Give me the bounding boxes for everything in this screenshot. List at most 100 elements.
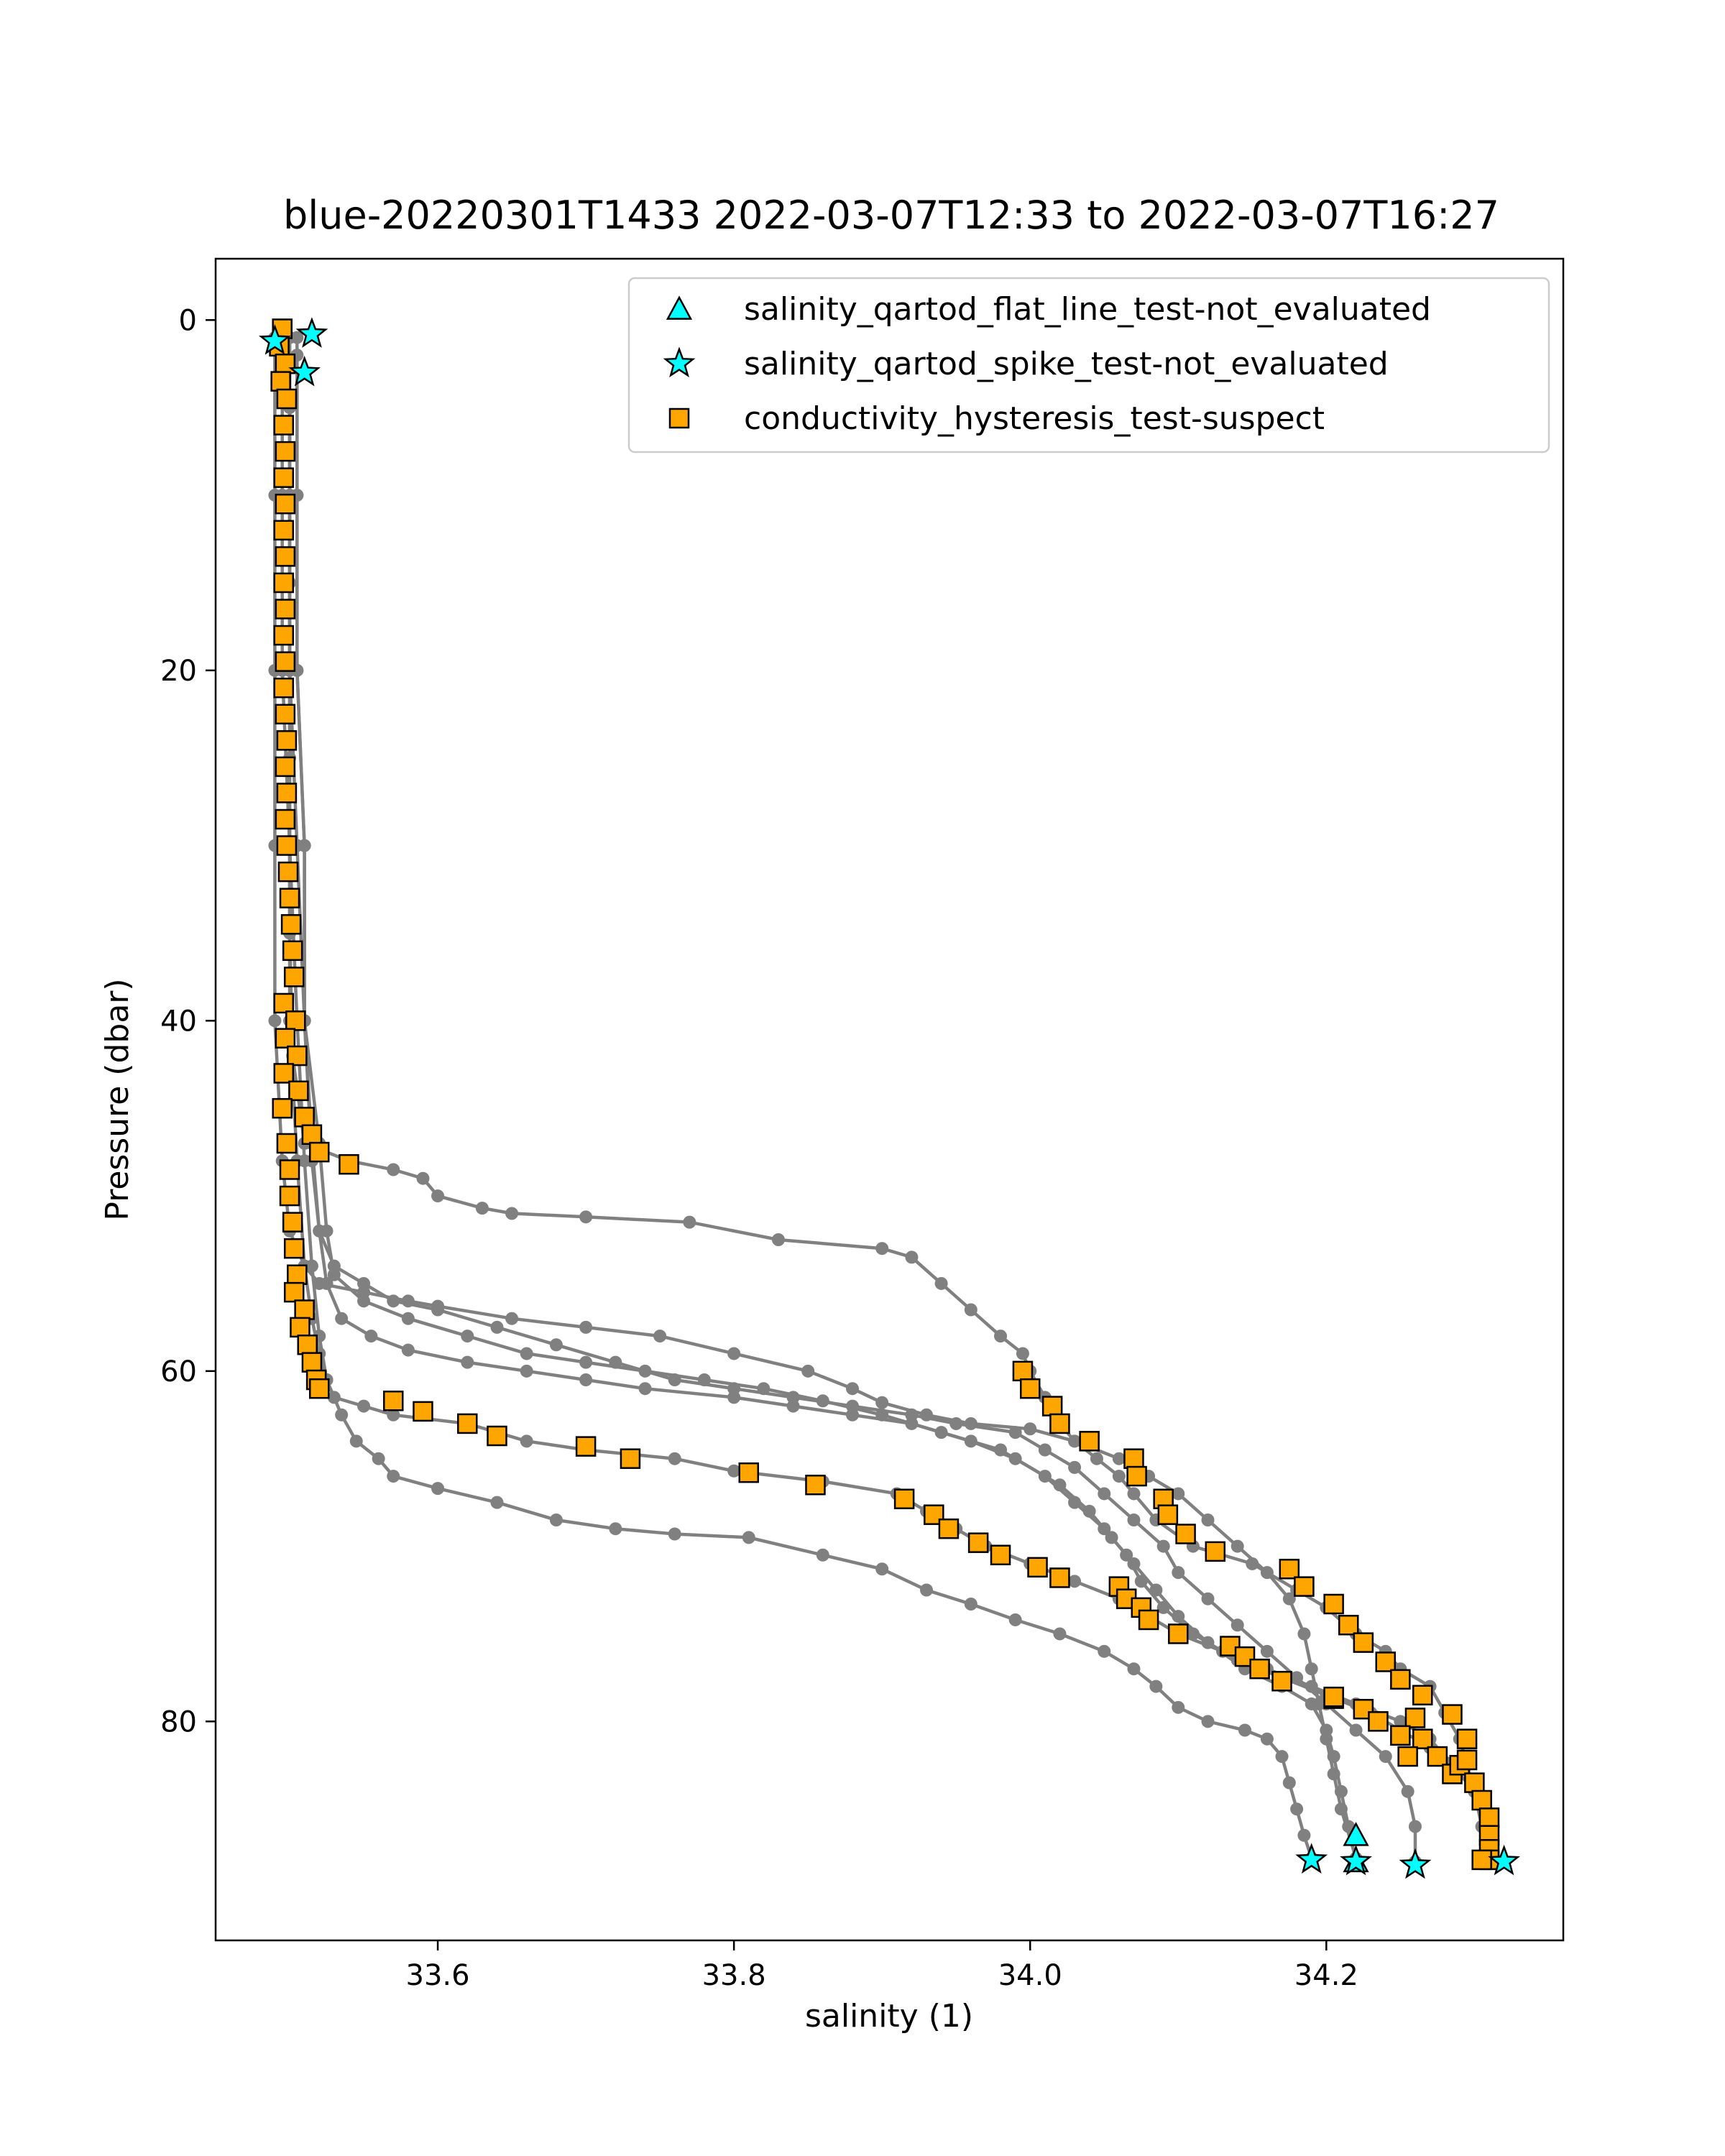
profile-point <box>727 1464 741 1478</box>
square-marker <box>1205 1541 1226 1562</box>
square-marker <box>275 1028 296 1049</box>
y-axis-label: Pressure (dbar) <box>99 978 136 1220</box>
profile-point <box>638 1382 652 1396</box>
profile-point <box>845 1382 859 1396</box>
legend-label: conductivity_hysteresis_test-suspect <box>744 400 1325 437</box>
chart-title: blue-20220301T1433 2022-03-07T12:33 to 2… <box>283 193 1499 238</box>
profile-point <box>1156 1539 1170 1553</box>
profile-point <box>1127 1514 1141 1526</box>
profile-point <box>461 1355 474 1369</box>
profile-point <box>335 1408 349 1422</box>
square-marker <box>893 1488 915 1509</box>
star-marker <box>259 324 291 355</box>
square-marker <box>273 1063 295 1084</box>
square-marker <box>275 494 296 515</box>
legend-box <box>627 277 1550 453</box>
square-marker <box>276 730 298 751</box>
y-tick-label: 80 <box>160 1705 197 1738</box>
square-marker <box>620 1448 641 1469</box>
profile-point <box>1082 1504 1096 1518</box>
profile-point <box>1260 1566 1274 1580</box>
profile-point <box>1260 1644 1274 1658</box>
profile-point <box>520 1347 533 1360</box>
square-marker <box>1397 1746 1418 1767</box>
profile-point <box>520 1434 533 1448</box>
square-marker <box>279 1185 300 1207</box>
profile-point <box>742 1531 755 1544</box>
square-marker <box>275 704 296 724</box>
profile-point <box>653 1330 667 1343</box>
square-marker <box>1442 1704 1463 1725</box>
profile-point <box>1230 1618 1244 1632</box>
profile-point <box>549 1514 563 1526</box>
profile-point <box>387 1408 400 1422</box>
x-axis-label: salinity (1) <box>805 1998 973 2035</box>
square-marker <box>287 1264 308 1285</box>
square-marker <box>270 371 291 392</box>
square-marker <box>1427 1746 1448 1767</box>
profile-point <box>1112 1470 1126 1483</box>
x-tick-label: 33.6 <box>406 1959 470 1992</box>
square-marker <box>273 467 295 488</box>
profile-point <box>505 1312 519 1325</box>
square-marker <box>1123 1448 1144 1469</box>
square-marker <box>1338 1615 1359 1636</box>
square-marker <box>487 1425 507 1447</box>
legend: salinity_qartod_flat_line_test-not_evalu… <box>627 277 1550 453</box>
profile-point <box>1394 1715 1407 1728</box>
square-marker <box>282 940 303 962</box>
square-marker <box>1175 1524 1196 1544</box>
legend-marker-square <box>668 407 690 429</box>
profile-point <box>1127 1487 1141 1501</box>
square-marker <box>1353 1632 1374 1653</box>
square-marker <box>272 1097 293 1119</box>
square-marker <box>275 441 296 462</box>
y-tick-label: 40 <box>160 1005 197 1038</box>
square-marker <box>1404 1708 1426 1728</box>
profile-point <box>934 1276 948 1290</box>
profile-point <box>475 1202 489 1215</box>
square-marker <box>990 1544 1011 1565</box>
square-marker <box>308 1141 330 1163</box>
plot-area <box>259 317 1520 1879</box>
profile-point <box>1297 1627 1311 1641</box>
profile-point <box>683 1215 696 1229</box>
x-tick-label: 33.8 <box>702 1959 766 1992</box>
square-marker <box>1471 1789 1492 1811</box>
profile-point <box>1038 1443 1052 1457</box>
profile-point <box>1275 1750 1289 1764</box>
square-marker <box>308 1378 330 1399</box>
profile-point <box>431 1303 445 1317</box>
profile-point <box>1334 1784 1348 1798</box>
square-marker <box>1079 1431 1100 1452</box>
profile-point <box>875 1242 889 1256</box>
star-marker <box>1340 1844 1373 1876</box>
profile-point <box>335 1312 349 1325</box>
profile-point <box>1149 1583 1163 1597</box>
profile-point <box>1408 1820 1422 1833</box>
profile-point <box>298 1154 311 1168</box>
square-marker <box>273 415 295 436</box>
profile-point <box>505 1207 519 1220</box>
profile-point <box>320 1276 334 1290</box>
profile-point <box>1105 1531 1118 1544</box>
x-tick-label: 34.2 <box>1294 1959 1358 1992</box>
square-marker <box>273 677 295 699</box>
profile-point <box>1349 1723 1363 1737</box>
square-marker <box>575 1436 597 1457</box>
square-marker <box>275 651 296 672</box>
square-marker <box>1049 1567 1070 1588</box>
profile-point <box>1016 1347 1029 1360</box>
profile-point <box>549 1338 563 1352</box>
profile-point <box>1068 1575 1082 1588</box>
profile-point <box>349 1434 363 1448</box>
profile-point <box>431 1482 445 1496</box>
profile-point <box>579 1320 593 1334</box>
square-marker <box>294 1299 315 1320</box>
profile-point <box>1172 1487 1185 1501</box>
profile-point <box>1053 1627 1067 1641</box>
profile-point <box>387 1294 400 1308</box>
square-marker <box>1279 1559 1300 1580</box>
profile-point <box>1201 1636 1215 1649</box>
